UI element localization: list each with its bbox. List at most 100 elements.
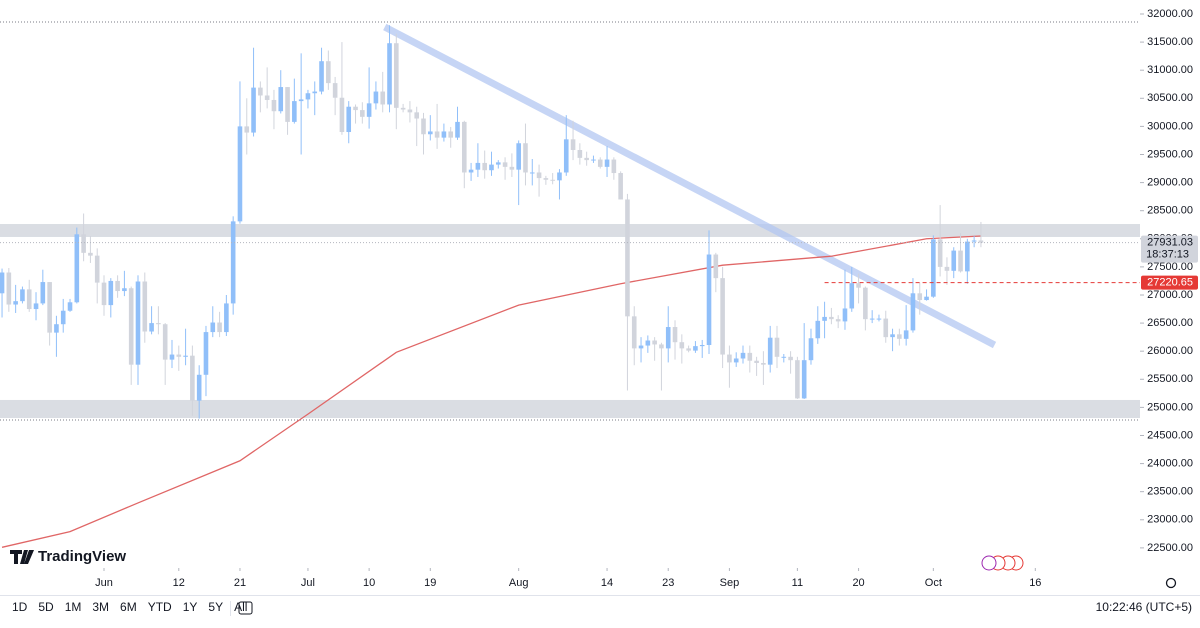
candle-body bbox=[0, 272, 5, 294]
candle bbox=[339, 42, 345, 135]
candle bbox=[754, 356, 759, 376]
candle-body bbox=[13, 301, 18, 305]
candle bbox=[190, 345, 195, 416]
candle bbox=[455, 106, 460, 140]
candle bbox=[394, 33, 399, 130]
candle-body bbox=[67, 302, 73, 311]
candle-body bbox=[156, 323, 161, 325]
clock: 10:22:46 (UTC+5) bbox=[1096, 600, 1192, 614]
candle bbox=[183, 328, 188, 366]
candle bbox=[611, 157, 617, 180]
candle bbox=[237, 81, 243, 224]
candle bbox=[557, 169, 562, 200]
candle bbox=[733, 352, 739, 367]
countdown: 18:37:13 bbox=[1146, 249, 1189, 261]
candle-body bbox=[550, 179, 555, 181]
candle bbox=[625, 193, 630, 391]
candle-body bbox=[380, 91, 386, 105]
candle-body bbox=[754, 360, 759, 363]
x-tick-label: 19 bbox=[424, 577, 436, 589]
calendar[interactable] bbox=[238, 601, 253, 615]
candle-body bbox=[672, 327, 678, 343]
y-tick-label: 26000.00 bbox=[1147, 345, 1193, 357]
range-button[interactable]: 6M bbox=[120, 600, 137, 614]
candle-body bbox=[394, 43, 399, 108]
range-button[interactable]: All bbox=[234, 600, 247, 614]
range-button[interactable]: 1D bbox=[12, 600, 28, 614]
y-tick-label: 25000.00 bbox=[1147, 401, 1193, 413]
candle-body bbox=[190, 355, 195, 401]
x-tick-label: 21 bbox=[234, 577, 246, 589]
candle bbox=[468, 162, 474, 181]
range-button[interactable]: 5D bbox=[38, 600, 54, 614]
candle-body bbox=[495, 162, 501, 165]
candle bbox=[332, 76, 338, 116]
candle-body bbox=[869, 318, 875, 320]
candle bbox=[366, 67, 372, 129]
candle-body bbox=[421, 118, 426, 135]
candle bbox=[122, 270, 127, 297]
candle-body bbox=[360, 110, 365, 117]
candle bbox=[101, 275, 107, 316]
range-button[interactable]: 5Y bbox=[208, 600, 223, 614]
candle bbox=[115, 275, 120, 298]
candle bbox=[686, 345, 691, 353]
candle bbox=[387, 25, 392, 113]
candle-body bbox=[611, 159, 617, 174]
candle-body bbox=[81, 234, 86, 253]
x-tick-label: 16 bbox=[1029, 577, 1041, 589]
candle bbox=[434, 103, 440, 149]
candle-body bbox=[20, 289, 25, 302]
candle bbox=[958, 233, 963, 273]
candle bbox=[740, 345, 746, 364]
candle bbox=[584, 151, 589, 166]
candle-body bbox=[917, 293, 923, 301]
candle-body bbox=[693, 346, 698, 351]
candle bbox=[781, 353, 787, 363]
candle bbox=[224, 294, 229, 337]
candle-body bbox=[761, 362, 766, 365]
range-button[interactable]: 3M bbox=[92, 600, 109, 614]
last-price-box bbox=[1141, 235, 1198, 263]
candle bbox=[808, 328, 814, 365]
x-tick-label: 14 bbox=[601, 577, 613, 589]
candle-body bbox=[713, 254, 719, 279]
candle-body bbox=[631, 316, 637, 349]
candle bbox=[523, 123, 528, 186]
candle-body bbox=[169, 354, 175, 360]
price-line-label: 27220.65 bbox=[1147, 276, 1193, 288]
candle-body bbox=[665, 327, 671, 349]
candle bbox=[67, 298, 73, 312]
x-tick-label: 11 bbox=[792, 577, 803, 589]
candle bbox=[665, 306, 671, 363]
candle bbox=[863, 286, 868, 331]
range-button[interactable]: 1Y bbox=[183, 600, 198, 614]
candle-body bbox=[319, 61, 324, 92]
y-tick-label: 25500.00 bbox=[1147, 373, 1193, 385]
candle-body bbox=[217, 322, 222, 333]
candle bbox=[360, 102, 365, 124]
candle-body bbox=[577, 149, 583, 158]
y-tick-label: 29000.00 bbox=[1147, 176, 1193, 188]
logo: TradingView bbox=[10, 548, 126, 565]
range-button[interactable]: YTD bbox=[148, 600, 172, 614]
range-button[interactable]: 1M bbox=[65, 600, 82, 614]
candle-body bbox=[149, 323, 154, 332]
candle bbox=[428, 115, 433, 141]
candle-body bbox=[529, 172, 535, 174]
candle-body bbox=[373, 91, 379, 104]
candle-body bbox=[536, 172, 542, 179]
candle-body bbox=[910, 293, 916, 331]
calendar-icon[interactable] bbox=[238, 601, 253, 615]
gear[interactable] bbox=[1165, 577, 1177, 589]
candle-body bbox=[176, 354, 182, 357]
candle-body bbox=[26, 289, 32, 310]
candle bbox=[210, 306, 216, 338]
candle-body bbox=[128, 288, 134, 365]
settings-icon[interactable] bbox=[1165, 577, 1177, 589]
candle-body bbox=[591, 159, 596, 161]
candle bbox=[529, 158, 535, 186]
candle bbox=[258, 81, 263, 113]
